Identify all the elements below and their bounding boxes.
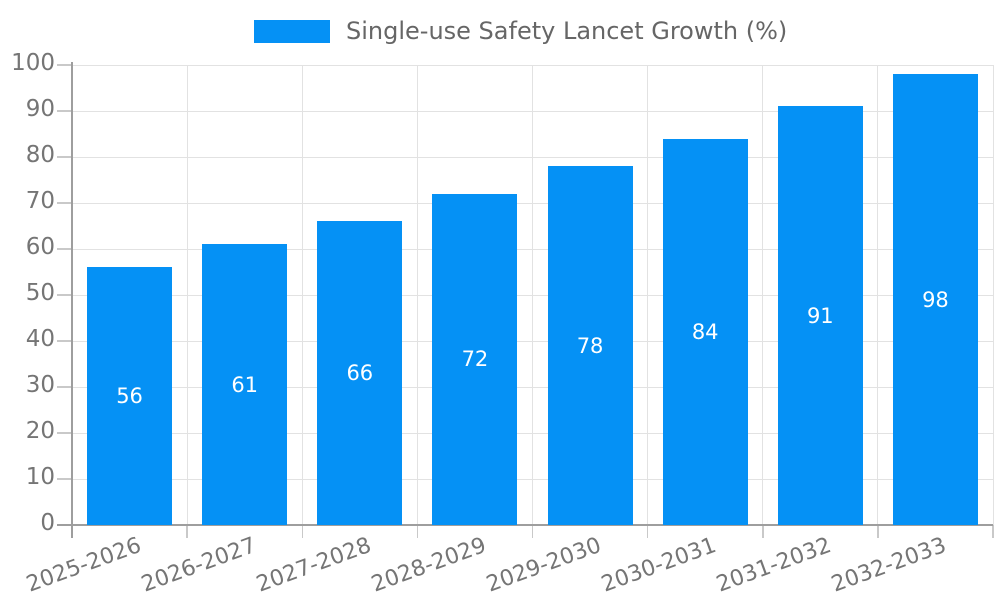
x-tick-mark-7	[877, 525, 879, 538]
x-tick-mark-3	[416, 525, 419, 538]
bar-2029-2030[interactable]: 78	[547, 166, 633, 525]
gridline-x-boundary-8	[992, 65, 994, 525]
legend-item[interactable]: Single-use Safety Lancet Growth (%)	[254, 17, 787, 45]
gridline-x-boundary-4	[532, 65, 533, 525]
y-tick-mark-30	[57, 386, 72, 388]
x-tick-mark-4	[531, 525, 534, 538]
y-axis-tick-label: 0	[40, 510, 55, 536]
bar-value-label: 84	[691, 319, 719, 344]
bar-value-label: 72	[461, 347, 489, 372]
y-tick-mark-60	[57, 248, 72, 250]
bar-value-label: 91	[806, 303, 834, 328]
y-tick-mark-20	[57, 432, 72, 434]
x-tick-mark-5	[646, 525, 649, 538]
y-axis-tick-label: 20	[25, 418, 55, 444]
bar-2031-2032[interactable]: 91	[777, 106, 863, 525]
y-axis-tick-label: 40	[25, 326, 55, 352]
gridline-x-boundary-6	[762, 65, 764, 525]
y-tick-mark-100	[57, 64, 72, 66]
bar-2025-2026[interactable]: 56	[87, 267, 173, 525]
gridline-x-boundary-7	[877, 65, 879, 525]
y-axis-tick-label: 50	[25, 280, 55, 306]
y-tick-mark-80	[57, 156, 72, 158]
gridline-x-boundary-5	[647, 65, 649, 525]
bar-value-label: 61	[231, 372, 259, 397]
bar-2032-2033[interactable]: 98	[892, 74, 978, 525]
y-axis-tick-label: 10	[25, 464, 55, 490]
bar-value-label: 98	[922, 287, 949, 312]
y-tick-mark-90	[57, 110, 72, 112]
gridline-x-boundary-2	[301, 65, 303, 525]
bar-2028-2029[interactable]: 72	[432, 193, 518, 525]
y-tick-mark-50	[57, 294, 72, 296]
y-tick-mark-40	[57, 340, 72, 342]
x-tick-mark-6	[762, 525, 764, 538]
y-axis-tick-label: 90	[25, 96, 55, 122]
gridline-x-boundary-3	[416, 65, 418, 525]
x-tick-mark-8	[992, 525, 994, 538]
bar-value-label: 78	[576, 333, 604, 358]
y-axis-tick-label: 30	[25, 372, 55, 398]
legend-label: Single-use Safety Lancet Growth (%)	[346, 17, 788, 45]
y-tick-mark-10	[57, 478, 72, 480]
legend-swatch-icon	[254, 19, 330, 43]
bar-value-label: 66	[346, 361, 374, 386]
y-tick-mark-70	[57, 202, 72, 204]
y-axis-line	[71, 62, 73, 538]
y-axis-tick-label: 60	[25, 234, 55, 260]
x-tick-mark-2	[301, 525, 303, 538]
gridline-x-boundary-1	[186, 65, 188, 525]
y-axis-tick-label: 80	[25, 142, 55, 168]
bar-2030-2031[interactable]: 84	[662, 138, 748, 525]
x-axis-line	[57, 524, 993, 526]
bar-2027-2028[interactable]: 66	[317, 221, 403, 525]
bar-2026-2027[interactable]: 61	[202, 244, 288, 525]
x-tick-mark-1	[186, 525, 188, 538]
y-axis-tick-label: 100	[11, 50, 55, 76]
bar-value-label: 56	[116, 384, 143, 409]
y-axis-tick-label: 70	[25, 188, 55, 214]
